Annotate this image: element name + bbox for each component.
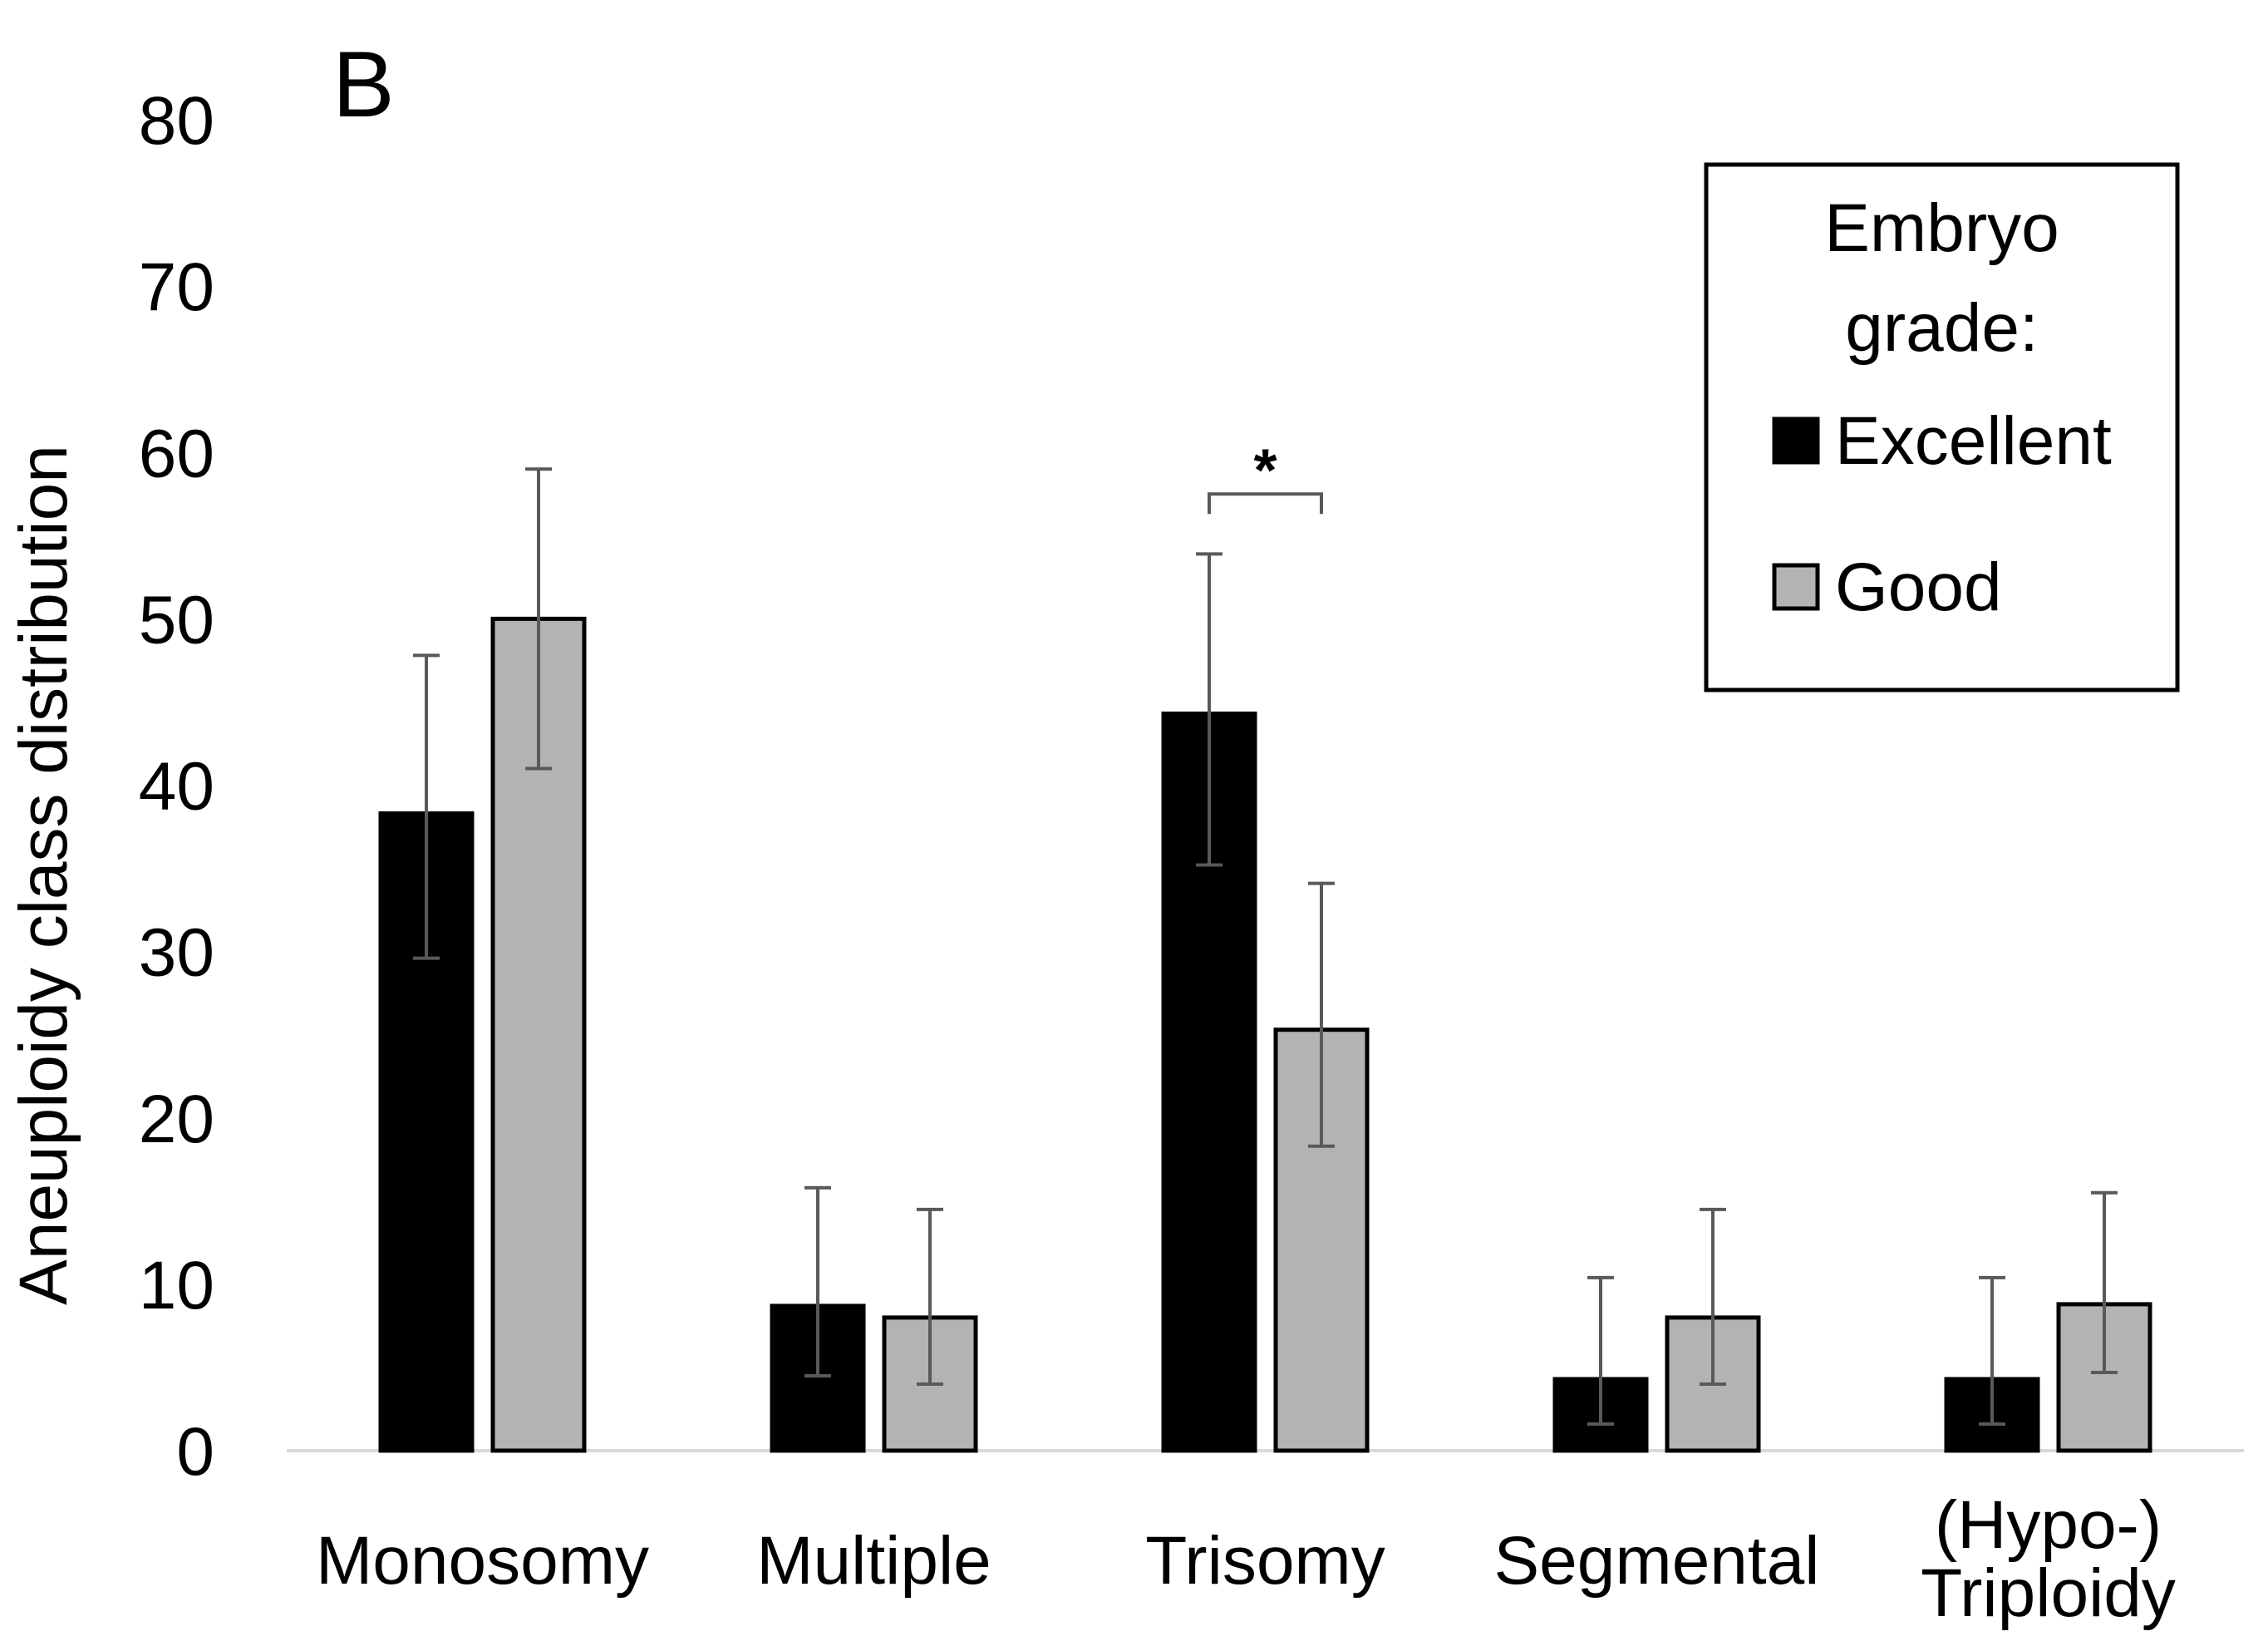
y-tick-label: 50 — [139, 582, 214, 658]
x-axis-labels: Monosomy Multiple Trisomy Segmental (Hypo-)T… — [316, 1487, 2176, 1631]
bar-good — [490, 616, 587, 1453]
y-axis-label: Aneuploidy class distribution — [6, 445, 81, 1305]
x-tick-label: (Hypo-) — [1935, 1487, 2162, 1563]
legend-swatch-good — [1772, 563, 1820, 611]
y-tick-label: 20 — [139, 1082, 214, 1157]
significance-bracket — [1208, 492, 1323, 515]
legend-title: Embryo — [1824, 190, 2059, 266]
y-tick-label: 0 — [176, 1414, 214, 1490]
x-tick-label: Monosomy — [316, 1523, 649, 1599]
x-tick-label: Segmental — [1493, 1523, 1819, 1599]
x-tick-label: Multiple — [756, 1523, 991, 1599]
x-tick-label: Triploidy — [1921, 1555, 2176, 1631]
legend: Embryo grade: Excellent Good — [1704, 162, 2180, 692]
bars — [378, 616, 2152, 1453]
y-tick-label: 60 — [139, 416, 214, 491]
legend-label-good: Good — [1835, 549, 2002, 625]
annotations: * — [1208, 437, 1323, 515]
x-tick-label: Trisomy — [1145, 1523, 1385, 1599]
y-axis-ticks: 0 10 20 30 40 50 60 70 80 — [139, 83, 214, 1490]
significance-star: * — [1253, 437, 1277, 504]
legend-title: grade: — [1845, 290, 2039, 366]
error-bars — [413, 467, 2118, 1426]
panel-label: B — [332, 32, 395, 136]
legend-label-excellent: Excellent — [1835, 403, 2112, 479]
legend-swatch-excellent — [1772, 416, 1820, 465]
y-tick-label: 30 — [139, 915, 214, 991]
y-tick-label: 10 — [139, 1248, 214, 1323]
y-tick-label: 80 — [139, 83, 214, 159]
y-tick-label: 40 — [139, 749, 214, 825]
y-tick-label: 70 — [139, 249, 214, 325]
